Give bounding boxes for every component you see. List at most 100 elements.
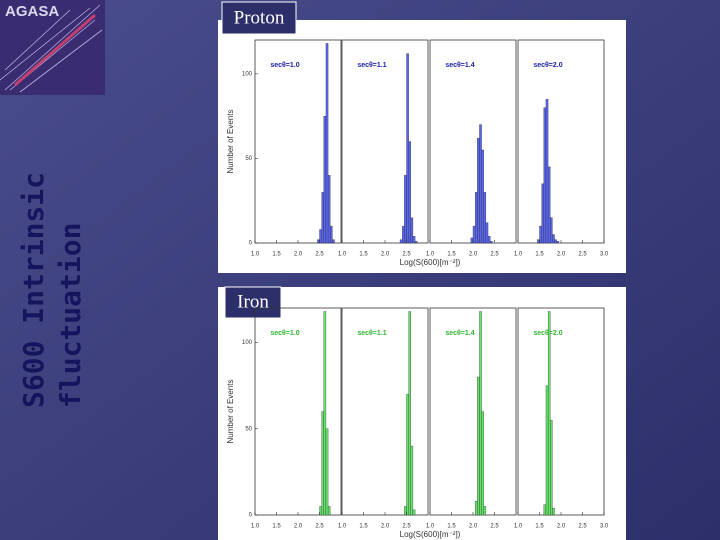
y-tick-label: 0 (249, 513, 253, 519)
x-tick-label: 2.0 (294, 524, 303, 530)
bar (408, 141, 411, 244)
x-tick-label: 2.5 (490, 252, 499, 258)
bar (541, 183, 544, 244)
bar (317, 239, 320, 244)
panel-title: secθ=1.1 (357, 62, 386, 69)
bar (483, 506, 487, 516)
bar (550, 419, 553, 516)
x-tick-label: 2.0 (381, 524, 390, 530)
x-tick-label: 1.5 (359, 524, 368, 530)
figure-label: Iron (237, 291, 269, 312)
bar (490, 241, 493, 244)
bar (481, 149, 484, 244)
bar (321, 192, 324, 244)
bar (321, 411, 324, 516)
bar (556, 241, 560, 244)
bar (474, 192, 478, 244)
y-tick-label: 100 (242, 71, 253, 77)
bar (485, 222, 489, 244)
panel-title: secθ=1.4 (445, 330, 474, 337)
bar (539, 225, 542, 244)
bar (545, 99, 549, 244)
x-tick-label: 2.5 (578, 524, 587, 530)
bar (332, 239, 335, 244)
bar (474, 501, 478, 516)
bar (410, 217, 414, 244)
bar (406, 394, 409, 516)
figure-label: Proton (234, 7, 285, 28)
x-tick-label: 2.5 (402, 252, 411, 258)
slide-title-line: S600 Intrinsic (17, 172, 50, 408)
figure-label-box (224, 286, 282, 319)
bar (472, 225, 476, 244)
panel-title: secθ=2.0 (533, 62, 562, 69)
x-tick-label: 2.0 (381, 252, 390, 258)
bar (477, 137, 480, 244)
logo-streaks (0, 4, 103, 93)
bar (537, 239, 540, 244)
bar (477, 376, 480, 516)
x-tick-label: 2.0 (557, 252, 566, 258)
y-axis-label: Number of Events (226, 379, 235, 443)
y-tick-label: 100 (242, 340, 253, 346)
x-tick-label: 2.5 (315, 252, 324, 258)
bar (479, 311, 482, 516)
bar (412, 509, 416, 516)
figure-frame (218, 287, 626, 540)
bar (552, 507, 555, 516)
panel-title: secθ=1.0 (270, 62, 299, 69)
x-axis-label: Log(S(600)[m⁻²]) (400, 258, 461, 267)
bar (408, 311, 411, 516)
bar (319, 506, 322, 516)
x-tick-label: 1.0 (426, 524, 435, 530)
x-tick-label: 1.5 (272, 252, 281, 258)
bar (483, 192, 487, 244)
y-tick-label: 50 (245, 426, 252, 432)
bar (327, 506, 331, 516)
bar (414, 241, 418, 244)
panel-title: secθ=1.1 (357, 330, 386, 337)
bar (323, 115, 327, 244)
x-tick-label: 1.0 (338, 524, 347, 530)
bar (330, 225, 333, 244)
bar (552, 234, 555, 244)
bar (406, 53, 409, 244)
x-tick-label: 2.5 (490, 524, 499, 530)
panel-title: secθ=1.0 (270, 330, 299, 337)
x-tick-label: 3.0 (600, 252, 609, 258)
bar (543, 504, 547, 516)
bar (410, 445, 414, 516)
x-tick-label: 1.0 (251, 252, 260, 258)
x-tick-label: 1.0 (514, 524, 523, 530)
logo-text: AGASA (5, 3, 59, 20)
bar (402, 225, 405, 244)
bar (325, 428, 329, 516)
x-tick-label: 2.0 (469, 252, 478, 258)
x-tick-label: 1.5 (447, 252, 456, 258)
bar (399, 239, 403, 244)
x-tick-label: 2.0 (294, 252, 303, 258)
bar (554, 239, 557, 244)
bar (545, 385, 549, 516)
slide-title-line: fluctuation (54, 223, 87, 408)
x-tick-label: 2.0 (557, 524, 566, 530)
bar (547, 166, 551, 244)
x-tick-label: 2.0 (469, 524, 478, 530)
bar (319, 229, 322, 244)
bar (487, 236, 491, 244)
bar (404, 175, 407, 244)
x-tick-label: 1.0 (514, 252, 523, 258)
bar (481, 411, 484, 516)
x-tick-label: 2.5 (578, 252, 587, 258)
bar (323, 311, 327, 516)
bar (412, 236, 416, 244)
bar (327, 175, 331, 244)
x-tick-label: 1.0 (426, 252, 435, 258)
x-tick-label: 1.0 (338, 252, 347, 258)
y-axis-label: Number of Events (226, 109, 235, 173)
bar (470, 237, 474, 244)
x-tick-label: 1.0 (251, 524, 260, 530)
bar (547, 311, 551, 516)
